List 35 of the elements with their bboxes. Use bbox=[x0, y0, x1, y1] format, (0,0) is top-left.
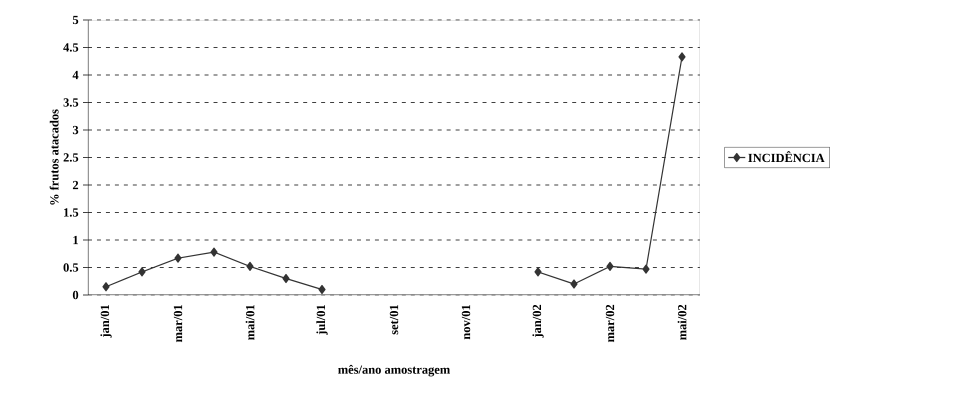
y-tick-label: 3 bbox=[72, 126, 78, 134]
x-tick-label: jan/01 bbox=[100, 305, 112, 338]
point bbox=[642, 264, 650, 274]
point bbox=[282, 274, 290, 284]
point bbox=[606, 262, 614, 271]
y-tick-label: 2 bbox=[72, 180, 78, 190]
y-tick-label: 2.5 bbox=[64, 153, 78, 162]
point bbox=[318, 284, 326, 294]
y-tick-label: 3.5 bbox=[64, 98, 78, 107]
y-tick-label: 1.5 bbox=[64, 208, 78, 217]
y-tick-label: 1 bbox=[73, 236, 78, 244]
point bbox=[246, 262, 254, 271]
y-tick-label: 0.5 bbox=[64, 263, 78, 272]
point bbox=[102, 282, 110, 292]
y-tick-label: 4.5 bbox=[63, 43, 78, 52]
x-axis-title: mês/ano amostragem bbox=[338, 364, 450, 376]
point bbox=[534, 267, 542, 276]
y-axis-title: % frutos atacados bbox=[50, 109, 59, 205]
x-tick-label: nov/01 bbox=[462, 305, 470, 340]
y-tick-label: 5 bbox=[72, 16, 78, 24]
x-tick-label: set/01 bbox=[390, 305, 398, 334]
point bbox=[138, 267, 146, 276]
x-tick-label: jan/02 bbox=[532, 304, 544, 338]
point bbox=[570, 279, 578, 289]
x-tick-label: mar/02 bbox=[606, 304, 614, 342]
x-tick-label: mai/02 bbox=[678, 304, 686, 340]
y-tick-label: 0 bbox=[72, 290, 78, 300]
x-tick-label: jul/01 bbox=[316, 304, 328, 335]
point bbox=[210, 248, 218, 257]
point bbox=[174, 254, 182, 263]
x-tick-label: mai/01 bbox=[246, 304, 254, 340]
legend-label: INCIDÊNCIA bbox=[748, 151, 825, 162]
y-tick-label: 4 bbox=[72, 70, 78, 80]
x-tick-label: mar/01 bbox=[174, 304, 182, 342]
point bbox=[678, 52, 686, 62]
